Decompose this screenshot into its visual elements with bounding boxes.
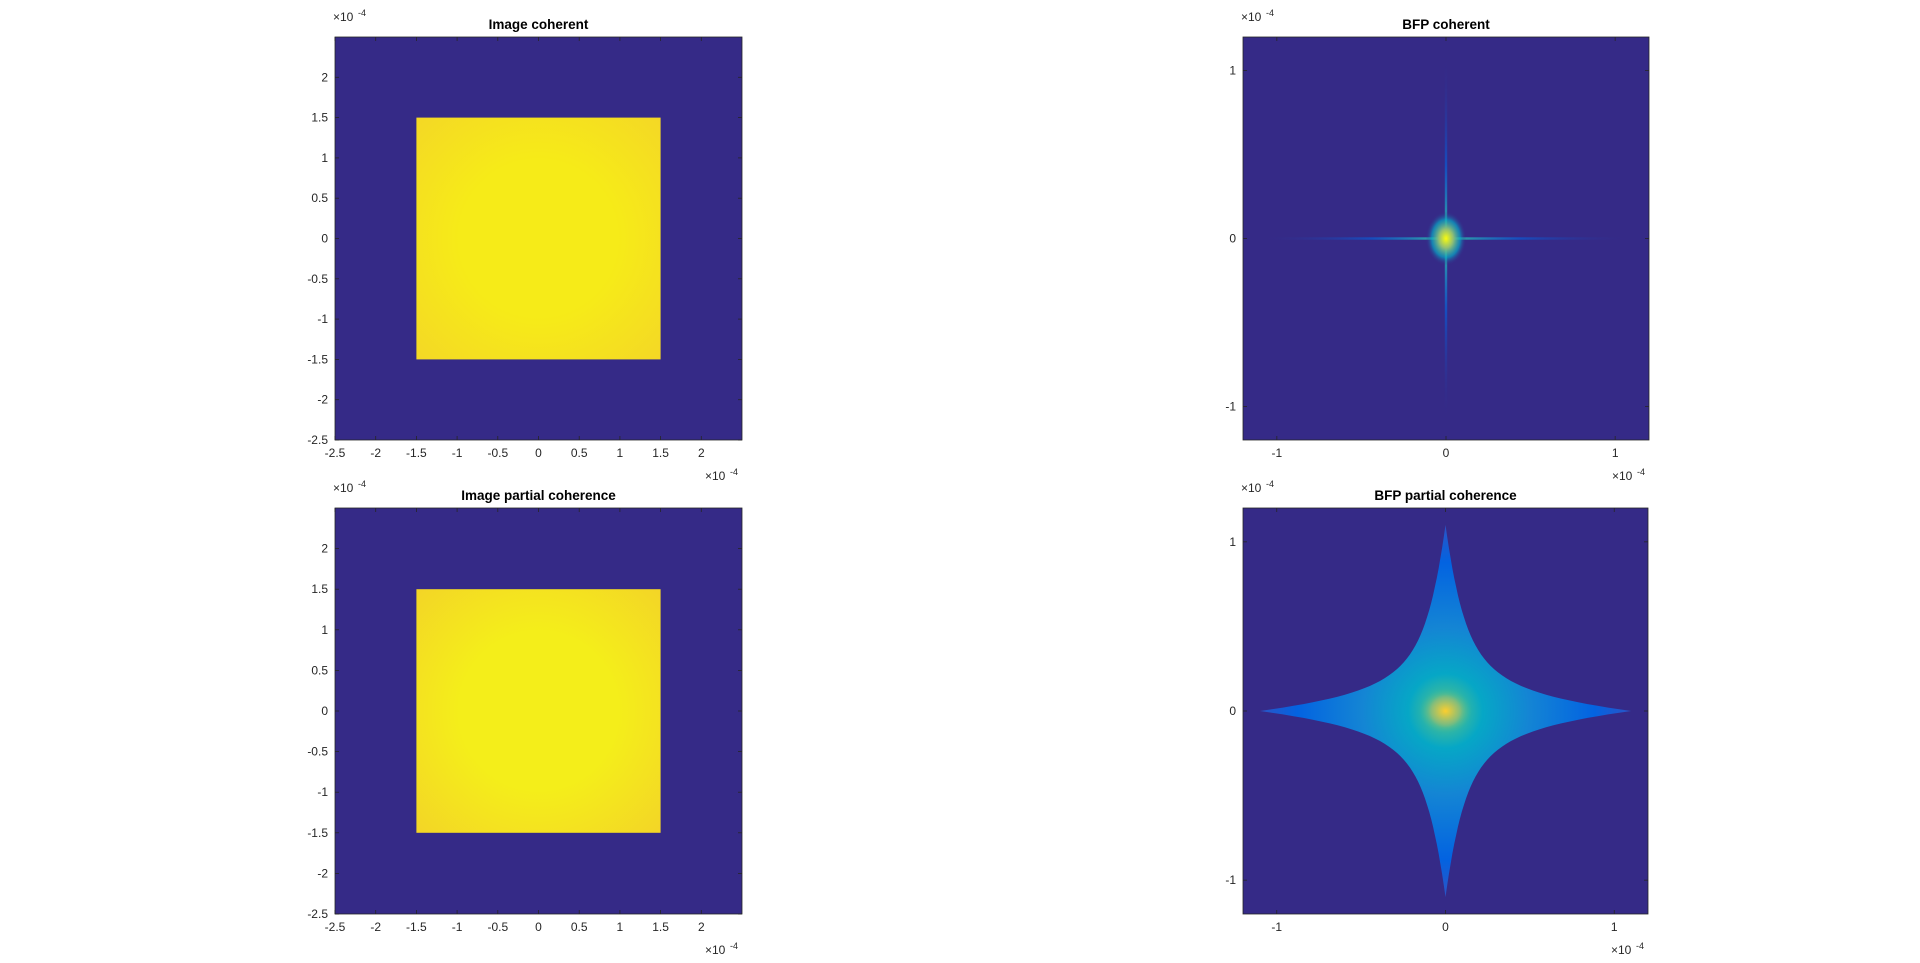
y-tick-label: -1 (317, 785, 328, 799)
x-tick-label: 0 (535, 446, 542, 460)
y-tick-label: 0 (321, 232, 328, 246)
y-tick-label: -2.5 (307, 907, 328, 921)
y-tick-label: 0.5 (311, 191, 328, 205)
x-tick-label: -2 (370, 446, 381, 460)
chart-title: Image partial coherence (461, 488, 616, 503)
y-exponent-power: -4 (1266, 479, 1274, 489)
x-exponent-power: -4 (730, 467, 738, 477)
x-tick-label: 0.5 (571, 920, 588, 934)
y-tick-label: 2 (321, 542, 328, 556)
y-exponent-label: ×10 (333, 481, 354, 495)
x-tick-label: 0 (1442, 920, 1449, 934)
x-exponent-power: -4 (1637, 467, 1645, 477)
y-tick-label: 1.5 (311, 582, 328, 596)
x-tick-label: 0 (535, 920, 542, 934)
x-exponent-label: ×10 (705, 943, 726, 957)
y-tick-label: -1.5 (307, 352, 328, 366)
y-tick-label: -2 (317, 393, 328, 407)
y-tick-label: -2.5 (307, 433, 328, 447)
x-tick-label: -2.5 (325, 920, 346, 934)
center-peak (1425, 211, 1467, 266)
y-tick-label: 0.5 (311, 663, 328, 677)
y-tick-label: 1 (321, 151, 328, 165)
x-tick-label: -1.5 (406, 920, 427, 934)
y-tick-label: 0 (1229, 704, 1236, 718)
y-tick-label: 1 (1229, 535, 1236, 549)
y-tick-label: -1.5 (307, 826, 328, 840)
x-exponent-label: ×10 (1612, 469, 1633, 483)
chart-title: BFP coherent (1402, 17, 1490, 32)
subplot-3: -2.5 -2 -1.5 -1 -0.5 0 0.5 1 1.5 2 -2.5 -2 -1.5 -1 -0.… (307, 479, 743, 957)
x-tick-label: -0.5 (487, 446, 508, 460)
x-exponent-power: -4 (1636, 941, 1644, 951)
x-tick-label: 2 (698, 446, 705, 460)
x-tick-label: 0.5 (571, 446, 588, 460)
chart-title: BFP partial coherence (1374, 488, 1517, 503)
x-tick-label: -1 (452, 920, 463, 934)
square-aperture (416, 589, 661, 833)
x-exponent-label: ×10 (705, 469, 726, 483)
y-exponent-label: ×10 (1241, 481, 1262, 495)
y-tick-label: -1 (1225, 873, 1236, 887)
y-tick-label: 1 (321, 623, 328, 637)
x-tick-label: 1 (1612, 446, 1619, 460)
x-tick-label: -2 (370, 920, 381, 934)
subplot-1: -2.5 -2 -1.5 -1 -0.5 0 0.5 1 1.5 2 -2.5 -2 -1.5 -1 -0.… (307, 8, 743, 483)
x-tick-label: 1.5 (652, 446, 669, 460)
y-exponent-power: -4 (358, 8, 366, 18)
y-tick-label: 1 (1229, 64, 1236, 78)
x-tick-label: 1 (617, 446, 624, 460)
x-tick-label: -1 (1271, 446, 1282, 460)
y-tick-label: -0.5 (307, 272, 328, 286)
x-tick-label: 1 (1611, 920, 1618, 934)
x-tick-label: -1.5 (406, 446, 427, 460)
y-exponent-power: -4 (358, 479, 366, 489)
y-tick-label: 1.5 (311, 111, 328, 125)
y-exponent-label: ×10 (1241, 10, 1262, 24)
x-tick-label: -1 (452, 446, 463, 460)
x-tick-label: 1 (617, 920, 624, 934)
y-tick-label: 0 (1229, 232, 1236, 246)
y-tick-label: -1 (317, 312, 328, 326)
x-tick-label: -2.5 (325, 446, 346, 460)
y-tick-label: 0 (321, 704, 328, 718)
y-tick-label: 2 (321, 70, 328, 84)
y-tick-label: -2 (317, 866, 328, 880)
y-exponent-label: ×10 (333, 10, 354, 24)
y-tick-label: -0.5 (307, 745, 328, 759)
x-tick-label: -1 (1271, 920, 1282, 934)
center-peak (1419, 688, 1472, 734)
x-exponent-power: -4 (730, 941, 738, 951)
chart-title: Image coherent (489, 17, 589, 32)
subplot-2: -1 0 1 -1 0 1 BFP coherent ×10 -4 ×10 -4 (1225, 8, 1650, 483)
square-aperture (416, 117, 661, 360)
x-tick-label: 0 (1443, 446, 1450, 460)
subplot-4: -1 0 1 -1 0 1 BFP partial coherence ×10 -4 ×10 -4 (1225, 479, 1649, 957)
x-tick-label: -0.5 (487, 920, 508, 934)
x-tick-label: 1.5 (652, 920, 669, 934)
x-tick-label: 2 (698, 920, 705, 934)
y-exponent-power: -4 (1266, 8, 1274, 18)
y-tick-label: -1 (1225, 399, 1236, 413)
x-exponent-label: ×10 (1611, 943, 1632, 957)
